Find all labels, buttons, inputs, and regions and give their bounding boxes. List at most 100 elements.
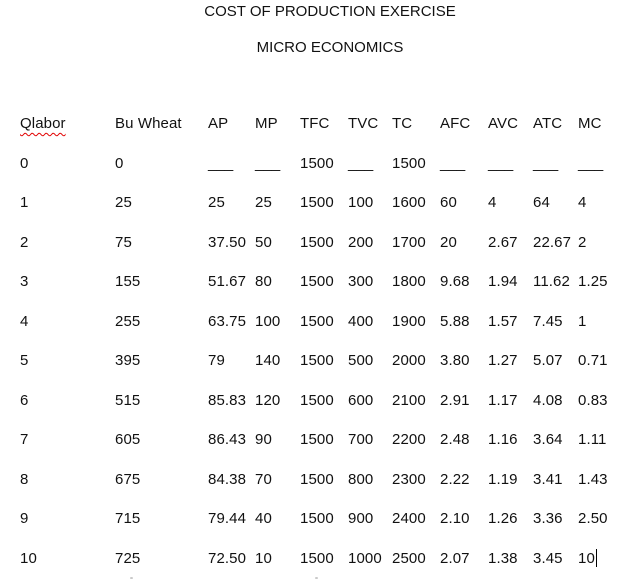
table-cell: 3 [20,273,29,290]
table-cell: 80 [255,273,272,290]
table-cell: 2.91 [440,391,470,409]
table-cell: 20 [440,233,457,251]
table-cell: 255 [115,312,141,330]
column-header-afc: AFC [440,115,471,132]
table-cell: 2.50 [578,510,608,527]
table-cell: 25 [208,194,225,211]
table-cell: ___ [208,154,234,172]
table-cell: 1500 [300,510,334,527]
table-cell: 90 [255,431,272,448]
table-cell: 1500 [300,312,334,330]
table-cell: 79 [208,352,225,369]
table-cell: 4 [488,194,497,211]
column-header-mp: MP [255,115,278,132]
table-cell: 9.68 [440,273,470,290]
table-cell: 515 [115,391,141,409]
table-cell: 1.25 [578,273,608,290]
column-header-ap: AP [208,115,229,132]
table-cell: 900 [348,510,374,527]
table-cell: 1.43 [578,470,608,488]
table-cell: 4 [578,194,587,211]
table-cell: 0 [20,154,29,172]
table-cell: 120 [255,391,281,409]
table-cell: 0.71 [578,352,608,369]
table-cell: 1500 [300,431,334,448]
table-cell: 2.67 [488,233,518,251]
table-cell: 1000 [348,549,382,567]
table-cell: ___ [348,154,374,172]
table-cell: 5 [20,352,29,369]
table-cell: 86.43 [208,431,247,448]
table-cell: 50 [255,233,272,251]
table-cell: 395 [115,352,141,369]
table-cell: 700 [348,431,374,448]
table-cell: 100 [255,312,281,330]
table-cell: 2 [20,233,29,251]
table-cell: 9 [20,510,29,527]
table-cell: 1500 [300,549,334,567]
table-cell: 2400 [392,510,426,527]
table-cell: 675 [115,470,141,488]
table-cell: 1.27 [488,352,518,369]
table-cell: 2.10 [440,510,470,527]
table-cell: 3.45 [533,549,563,567]
column-header-mc: MC [578,115,602,132]
table-cell: 1500 [300,154,334,172]
document-subtitle: MICRO ECONOMICS [256,39,404,56]
table-cell: 1.38 [488,549,518,567]
table-cell: 64 [533,194,550,211]
table-cell: 2000 [392,352,426,369]
table-cell: 4.08 [533,391,563,409]
spellcheck-flagged-word: Qlabor [20,115,66,132]
table-cell: 85.83 [208,391,247,409]
table-cell: 51.67 [208,273,247,290]
table-cell: 140 [255,352,281,369]
document-title: COST OF PRODUCTION EXERCISE [204,3,456,20]
table-cell: 75 [115,233,132,251]
table-cell: 0 [115,154,124,172]
table-cell: 715 [115,510,141,527]
table-cell: ___ [578,154,604,172]
column-header-tc: TC [392,115,413,132]
table-cell: 4 [20,312,29,330]
table-cell: 7 [20,431,29,448]
column-header-tfc: TFC [300,115,330,132]
table-cell: 3.41 [533,470,563,488]
table-cell: 3.36 [533,510,563,527]
table-cell: 605 [115,431,141,448]
table-cell: 100 [348,194,374,211]
column-header-tvc: TVC [348,115,379,132]
table-cell: 1 [20,194,29,211]
text-cursor[interactable] [595,548,598,567]
table-cell: 3.80 [440,352,470,369]
table-cell: ___ [440,154,466,172]
table-cell: 155 [115,273,141,290]
table-cell: 25 [115,194,132,211]
column-header-atc: ATC [533,115,563,132]
table-cell: 22.67 [533,233,572,251]
column-header-qlabor: Qlabor [20,114,115,154]
table-cell: 37.50 [208,233,247,251]
table-cell: ___ [533,154,559,172]
table-cell: 1500 [300,233,334,251]
table-cell: 1500 [300,352,334,369]
table-cell: 2100 [392,391,426,409]
table-cell: 1.17 [488,391,518,409]
table-cell: 1500 [392,154,426,172]
table-cell: 1700 [392,233,426,251]
table-cell: 1500 [300,273,334,290]
table-cell: 2500 [392,549,426,567]
table-cell: 3.64 [533,431,563,448]
table-cell: 1 [578,312,587,330]
column-header-bu-wheat: Bu Wheat [115,115,182,132]
table-cell: 63.75 [208,312,247,330]
cost-table: Qlabor Bu Wheat AP MP TFC TVC TC AFC AVC ATC MC 0 0 _… [20,114,642,582]
table-cell: 8 [20,470,29,488]
table-cell: 2.48 [440,431,470,448]
table-cell: 7.45 [533,312,563,330]
table-cell: 1.57 [488,312,518,330]
page-artifact [315,577,318,579]
table-cell: 72.50 [208,549,247,567]
table-cell: 500 [348,352,374,369]
